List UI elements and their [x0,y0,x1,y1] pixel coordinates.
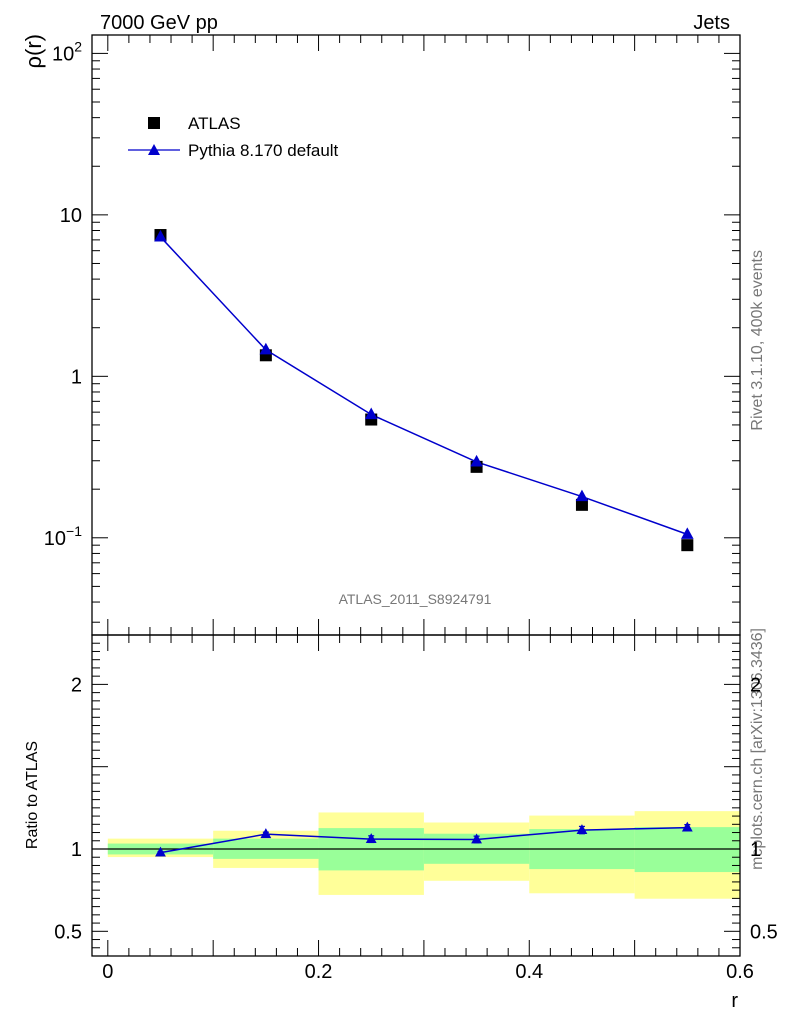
x-tick-label-0p2: 0.2 [305,961,333,983]
main-data-marks [154,229,694,552]
y-tick-label-1: 1 [71,366,82,388]
atlas-data-point [575,498,588,511]
ratio-pythia-point [260,828,272,839]
pythia-line [159,236,688,536]
ratio-pythia-line [160,826,688,854]
pythia-data-point [681,527,694,539]
x-tick-label-0: 0 [102,961,113,983]
analysis-watermark: ATLAS_2011_S8924791 [339,591,492,607]
ratio-pythia-point [681,821,693,832]
main-axis-ticks [92,35,740,635]
ratio-y-tick-label-right-2: 2 [750,674,761,696]
ratio-y-tick-labels-left: 2 1 0.5 [54,674,82,943]
pythia-data-point [154,229,167,242]
pythia-data-point [470,454,483,467]
pythia-data-point [575,489,589,502]
header-left-label: 7000 GeV pp [100,12,218,34]
ratio-axis-ticks [92,634,740,956]
pythia-data-point [259,342,273,355]
legend-atlas-label: ATLAS [188,114,241,133]
ratio-y-tick-label-0p5: 0.5 [54,921,82,943]
ratio-y-tick-label-2: 2 [71,674,82,696]
ratio-y-tick-label-right-0p5: 0.5 [750,921,778,943]
header-right-label: Jets [693,12,730,34]
pythia-data-point [364,407,378,420]
y-tick-label-100: 102 [52,38,82,65]
x-tick-label-0p6: 0.6 [726,961,754,983]
legend: ATLAS Pythia 8.170 default [128,114,339,160]
ratio-pythia-point [576,824,588,834]
ratio-panel-frame [91,634,741,957]
mcplots-source-label: mcplots.cern.ch [arXiv:1306.3436] [749,628,766,870]
atlas-data-point [681,539,694,552]
ratio-y-tick-label-right-1: 1 [750,839,761,861]
x-tick-labels: 0 0.2 0.4 0.6 [102,961,754,983]
ratio-y-axis-label: Ratio to ATLAS [24,741,41,849]
y-tick-label-10: 10 [60,205,82,227]
ratio-pythia-point [471,833,482,844]
legend-pythia-label: Pythia 8.170 default [188,141,339,160]
ratio-data-marks [155,821,693,857]
main-panel: 102 10 1 10−1 ρ(r) ATLAS Pythia 8.170 de… [21,34,740,635]
x-axis-label: r [731,990,738,1012]
ratio-pythia-point [155,846,166,857]
ratio-y-tick-labels-right: 2 1 0.5 [750,674,778,943]
rivet-version-label: Rivet 3.1.10, 400k events [749,250,766,431]
ratio-y-tick-label-1: 1 [71,839,82,861]
main-y-axis-label: ρ(r) [21,34,46,69]
main-y-tick-labels: 102 10 1 10−1 [44,38,82,549]
y-tick-label-0p1: 10−1 [44,523,82,550]
ratio-panel: 2 1 0.5 2 1 0.5 0 0.2 0.4 0.6 Ratio to A… [24,634,778,1012]
legend-atlas-marker [148,117,160,129]
x-tick-label-0p4: 0.4 [515,961,543,983]
ratio-pythia-point [365,833,377,844]
ratio-uncertainty-bands [92,811,740,899]
legend-pythia-marker [148,144,160,155]
